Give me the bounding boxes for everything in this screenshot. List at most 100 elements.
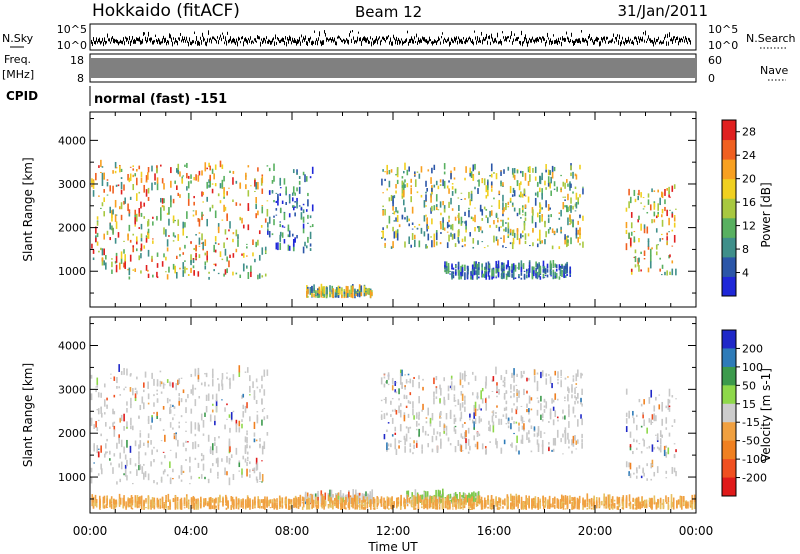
noise-mark xyxy=(448,37,449,42)
echo-mark xyxy=(174,180,176,184)
echo-mark xyxy=(485,267,487,273)
noise-mark xyxy=(254,38,255,41)
echo-mark xyxy=(513,421,515,425)
echo-mark xyxy=(404,162,406,170)
echo-mark xyxy=(549,170,551,176)
echo-mark xyxy=(235,447,238,455)
echo-mark xyxy=(485,274,487,280)
echo-mark xyxy=(543,268,546,272)
echo-mark xyxy=(93,424,95,429)
echo-mark xyxy=(538,264,540,268)
noise-mark xyxy=(461,38,462,44)
echo-mark xyxy=(492,410,495,414)
nave-tick-bottom: 0 xyxy=(708,72,715,85)
echo-mark xyxy=(480,408,482,411)
echo-mark xyxy=(134,209,137,217)
echo-mark xyxy=(217,476,219,479)
echo-mark xyxy=(218,383,220,392)
echo-mark xyxy=(418,223,421,226)
noise-mark xyxy=(390,37,391,42)
echo-mark xyxy=(541,443,544,449)
echo-mark xyxy=(304,241,306,247)
echo-mark xyxy=(298,180,301,185)
echo-mark xyxy=(112,227,114,235)
noise-mark xyxy=(310,36,311,40)
noise-mark xyxy=(609,40,610,43)
echo-mark xyxy=(131,496,134,502)
noise-mark xyxy=(665,34,666,38)
echo-mark xyxy=(179,267,181,270)
noise-mark xyxy=(481,31,482,36)
echo-mark xyxy=(261,206,264,214)
echo-mark xyxy=(202,454,205,461)
echo-mark xyxy=(384,171,386,173)
echo-mark xyxy=(202,214,204,216)
echo-mark xyxy=(205,405,208,413)
echo-mark xyxy=(217,223,220,231)
echo-mark xyxy=(156,389,158,392)
noise-mark xyxy=(449,41,450,47)
echo-mark xyxy=(130,397,132,405)
echo-mark xyxy=(167,493,170,502)
echo-mark xyxy=(246,432,248,436)
echo-mark xyxy=(551,228,554,233)
echo-mark xyxy=(115,264,118,273)
echo-mark xyxy=(302,506,305,508)
echo-mark xyxy=(467,427,470,434)
echo-mark xyxy=(279,193,282,196)
echo-mark xyxy=(106,498,108,506)
echo-mark xyxy=(502,384,505,387)
echo-mark xyxy=(501,272,504,280)
echo-mark xyxy=(444,497,447,499)
echo-mark xyxy=(245,184,247,190)
noise-mark xyxy=(668,41,669,46)
echo-mark xyxy=(209,207,212,212)
echo-mark xyxy=(633,189,636,196)
echo-mark xyxy=(558,246,561,250)
noise-mark xyxy=(488,36,489,39)
echo-mark xyxy=(368,287,370,295)
echo-mark xyxy=(352,503,354,509)
echo-mark xyxy=(226,256,228,262)
echo-mark xyxy=(380,414,383,420)
echo-mark xyxy=(476,431,479,437)
echo-mark xyxy=(528,439,531,443)
echo-mark xyxy=(190,421,193,428)
echo-mark xyxy=(241,395,243,399)
echo-mark xyxy=(208,184,210,188)
noise-mark xyxy=(209,38,210,43)
echo-mark xyxy=(214,420,216,426)
echo-mark xyxy=(423,200,426,208)
echo-mark xyxy=(453,418,456,425)
echo-mark xyxy=(116,386,118,389)
echo-mark xyxy=(228,187,230,189)
noise-mark xyxy=(311,41,312,45)
echo-mark xyxy=(554,277,557,279)
echo-mark xyxy=(317,290,319,294)
echo-mark xyxy=(238,499,240,505)
echo-mark xyxy=(518,194,521,198)
echo-mark xyxy=(168,235,170,237)
noise-mark xyxy=(148,31,149,37)
echo-mark xyxy=(440,232,442,234)
echo-mark xyxy=(246,456,249,460)
echo-mark xyxy=(453,396,456,402)
echo-mark xyxy=(301,502,304,504)
echo-mark xyxy=(159,197,162,203)
echo-mark xyxy=(268,216,271,224)
echo-mark xyxy=(261,409,264,413)
echo-mark xyxy=(95,386,97,388)
echo-mark xyxy=(473,261,476,268)
echo-mark xyxy=(388,180,391,188)
echo-mark xyxy=(484,267,486,271)
echo-mark xyxy=(354,288,356,293)
echo-mark xyxy=(246,468,248,477)
echo-mark xyxy=(461,495,463,501)
echo-mark xyxy=(109,237,112,241)
echo-mark xyxy=(113,425,116,431)
echo-mark xyxy=(445,412,448,420)
echo-mark xyxy=(581,403,583,406)
echo-mark xyxy=(255,476,258,481)
echo-mark xyxy=(634,264,637,268)
noise-mark xyxy=(489,35,490,40)
